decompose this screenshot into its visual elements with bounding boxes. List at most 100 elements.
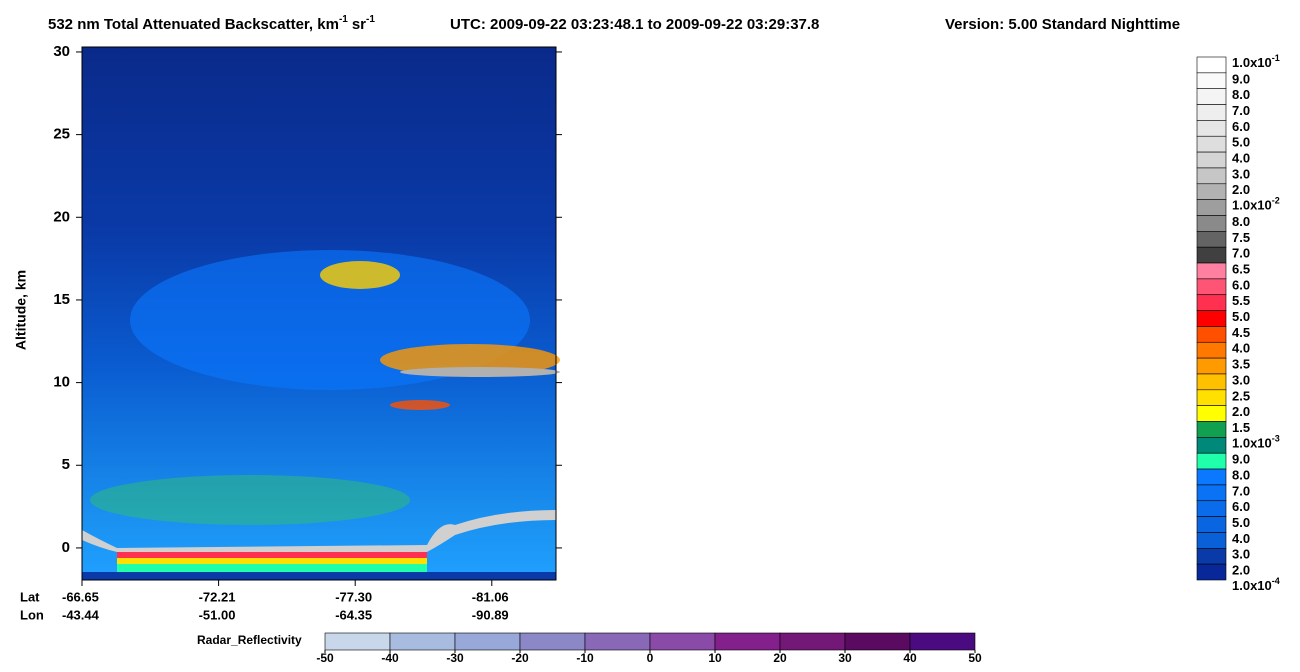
colorbar-label-exp: -4	[1272, 576, 1280, 586]
radar-tick-label: -20	[511, 651, 529, 665]
radar-tick-label: 50	[968, 651, 982, 665]
colorbar-label: 4.0	[1232, 531, 1250, 546]
y-axis-label: Altitude, km	[13, 270, 29, 350]
colorbar-label: 6.0	[1232, 499, 1250, 514]
colorbar-label: 9.0	[1232, 452, 1250, 467]
x-tick-label: -51.00	[199, 607, 236, 622]
y-tick-label: 10	[53, 374, 70, 391]
colorbar-cell	[1196, 294, 1227, 311]
colorbar-label-exp: -2	[1272, 196, 1280, 206]
colorbar-cell	[1196, 373, 1227, 391]
radar-tick-label: 40	[903, 651, 917, 665]
radar-cell	[324, 632, 391, 651]
radar-cell	[714, 632, 781, 651]
chart-title: 532 nm Total Attenuated Backscatter, km-…	[48, 14, 375, 33]
colorbar-label: 6.5	[1232, 261, 1250, 276]
colorbar-cell	[1196, 199, 1227, 216]
colorbar-cell	[1196, 231, 1227, 248]
colorbar-cell	[1196, 357, 1227, 375]
colorbar-cell	[1196, 484, 1227, 502]
colorbar-label: 1.0x10-2	[1232, 196, 1280, 213]
y-tick-label: 15	[53, 291, 70, 308]
colorbar-cell	[1196, 421, 1227, 438]
colorbar-label: 3.0	[1232, 547, 1250, 562]
colorbar-label: 1.5	[1232, 420, 1250, 435]
colorbar-cell	[1196, 151, 1227, 169]
colorbar-cell	[1196, 278, 1227, 296]
title-exp: -1	[366, 14, 375, 25]
colorbar-cell	[1196, 563, 1227, 581]
colorbar-cell	[1196, 120, 1227, 137]
colorbar-cell	[1196, 341, 1227, 359]
colorbar-label-exp: -1	[1272, 53, 1280, 63]
x-tick-label: -77.30	[335, 589, 372, 604]
colorbar-label: 5.5	[1232, 293, 1250, 308]
colorbar-label: 7.5	[1232, 230, 1250, 245]
x-tick-label: -90.89	[472, 607, 509, 622]
y-tick-label: 20	[53, 208, 70, 225]
radar-tick-label: 30	[838, 651, 852, 665]
colorbar-label: 1.0x10-3	[1232, 434, 1280, 451]
colorbar-cell	[1196, 310, 1227, 327]
colorbar-cell	[1196, 167, 1227, 185]
colorbar-cell	[1196, 215, 1227, 232]
radar-cell	[584, 632, 651, 651]
y-tick-label: 0	[62, 539, 70, 556]
colorbar-cell	[1196, 88, 1227, 105]
colorbar-label-base: 1.0x10	[1232, 436, 1272, 451]
title-utc: UTC: 2009-09-22 03:23:48.1 to 2009-09-22…	[450, 16, 819, 33]
colorbar-label: 1.0x10-4	[1232, 576, 1280, 593]
colorbar-cell	[1196, 516, 1227, 533]
colorbar-label: 7.0	[1232, 246, 1250, 261]
colorbar-label: 4.5	[1232, 325, 1250, 340]
colorbar-label: 3.0	[1232, 166, 1250, 181]
colorbar-cell	[1196, 389, 1227, 406]
colorbar-label-base: 1.0x10	[1232, 55, 1272, 70]
radar-tick-label: -40	[381, 651, 399, 665]
radar-tick-label: 0	[647, 651, 654, 665]
colorbar-cell	[1196, 468, 1227, 486]
colorbar-label: 5.0	[1232, 515, 1250, 530]
backscatter-image	[81, 46, 560, 581]
title-unit: sr	[352, 16, 366, 33]
x-row-name: Lon	[20, 607, 44, 622]
radar-cell	[389, 632, 456, 651]
y-tick-label: 25	[53, 126, 70, 143]
colorbar-label: 3.0	[1232, 372, 1250, 387]
colorbar-cell	[1196, 56, 1227, 74]
radar-tick-label: -50	[316, 651, 334, 665]
x-tick-label: -72.21	[199, 589, 236, 604]
radar-cell	[649, 632, 716, 651]
colorbar-cell	[1196, 548, 1227, 565]
title-main: 532 nm Total Attenuated Backscatter, km	[48, 16, 339, 33]
colorbar-label: 8.0	[1232, 87, 1250, 102]
colorbar-cell	[1196, 326, 1227, 343]
radar-cell	[454, 632, 521, 651]
colorbar-label: 2.5	[1232, 388, 1250, 403]
radar-tick-label: 10	[708, 651, 722, 665]
colorbar-label: 2.0	[1232, 182, 1250, 197]
x-tick-label: -64.35	[335, 607, 372, 622]
colorbar-label: 1.0x10-1	[1232, 53, 1280, 70]
colorbar-cell	[1196, 183, 1227, 200]
colorbar-label-base: 1.0x10	[1232, 578, 1272, 593]
colorbar-label: 3.5	[1232, 357, 1250, 372]
colorbar-cell	[1196, 437, 1227, 454]
colorbar-label: 8.0	[1232, 467, 1250, 482]
radar-tick-label: 20	[773, 651, 787, 665]
colorbar-cell	[1196, 500, 1227, 517]
colorbar-cell	[1196, 135, 1227, 153]
colorbar-cell	[1196, 104, 1227, 121]
colorbar-label: 2.0	[1232, 404, 1250, 419]
title-exp: -1	[339, 14, 348, 25]
colorbar-label: 4.0	[1232, 151, 1250, 166]
colorbar-label: 5.0	[1232, 135, 1250, 150]
colorbar-cell	[1196, 246, 1227, 264]
colorbar-label: 4.0	[1232, 341, 1250, 356]
colorbar-label: 7.0	[1232, 483, 1250, 498]
colorbar-label: 9.0	[1232, 71, 1250, 86]
y-tick-label: 5	[62, 456, 70, 473]
colorbar-label: 5.0	[1232, 309, 1250, 324]
colorbar-label: 8.0	[1232, 214, 1250, 229]
